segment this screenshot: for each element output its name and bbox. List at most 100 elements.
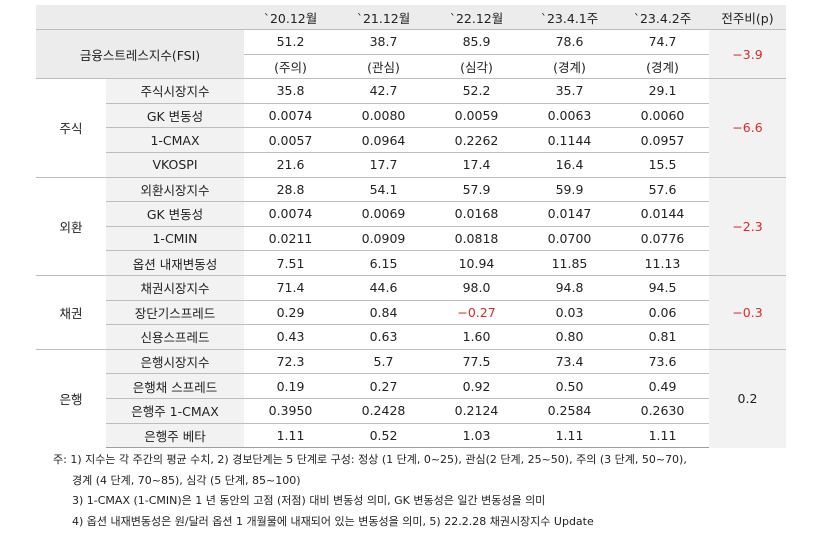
row-value: 0.29	[244, 299, 337, 325]
group-change: −2.3	[709, 176, 786, 276]
row-value: 0.27	[337, 373, 430, 399]
row-value: 0.03	[523, 299, 616, 325]
row-value: 0.0144	[616, 201, 709, 227]
row-label: 외환시장지수	[106, 176, 244, 202]
fsi-stage: (관심)	[337, 53, 430, 79]
row-value: 57.9	[430, 176, 523, 202]
row-value: 54.1	[337, 176, 430, 202]
fsi-stage: (심각)	[430, 53, 523, 79]
row-label: 장단기스프레드	[106, 299, 244, 325]
row-value: 44.6	[337, 274, 430, 301]
fsi-value: 85.9	[430, 29, 523, 55]
row-label: 은행주 베타	[106, 422, 244, 449]
table-row: 은행주 베타 1.11 0.52 1.03 1.11 1.11	[36, 422, 786, 449]
row-value: 21.6	[244, 151, 337, 178]
row-value: 0.06	[616, 299, 709, 325]
row-value: 0.0776	[616, 225, 709, 251]
row-value: 0.0057	[244, 127, 337, 153]
fsi-value: 38.7	[337, 29, 430, 55]
row-label: 은행시장지수	[106, 348, 244, 374]
row-value: 10.94	[430, 250, 523, 276]
row-value: 0.2124	[430, 397, 523, 423]
row-value: 6.15	[337, 250, 430, 276]
row-value: 0.0069	[337, 201, 430, 227]
table-row: 채권 채권시장지수 71.4 44.6 98.0 94.8 94.5 −0.3	[36, 274, 786, 350]
row-value: 0.0147	[523, 201, 616, 227]
footnotes: 주: 1) 지수는 각 주간의 평균 수치, 2) 경보단계는 5 단계로 구성…	[53, 450, 793, 532]
row-value: 5.7	[337, 348, 430, 374]
footnote-line: 4) 옵션 내재변동성은 원/달러 옵션 1 개월물에 내재되어 있는 변동성을…	[72, 514, 594, 528]
row-value: 0.81	[616, 324, 709, 350]
row-label: VKOSPI	[106, 151, 244, 178]
row-value: 0.52	[337, 422, 430, 449]
row-value: 77.5	[430, 348, 523, 374]
row-value: 0.1144	[523, 127, 616, 153]
group-name: 채권	[36, 274, 106, 350]
row-value: 1.11	[616, 422, 709, 449]
row-value: 0.80	[523, 324, 616, 350]
row-value: 35.7	[523, 78, 616, 104]
row-value: 0.3950	[244, 397, 337, 423]
header-col: `23.4.1주	[523, 5, 616, 30]
fsi-label: 금융스트레스지수(FSI)	[36, 28, 244, 79]
row-value: 0.2584	[523, 397, 616, 423]
row-value: 0.0909	[337, 225, 430, 251]
row-value: 0.49	[616, 373, 709, 399]
header-change: 전주비(p)	[709, 5, 786, 30]
row-label: GK 변동성	[106, 102, 244, 128]
row-value: 0.2428	[337, 397, 430, 423]
row-value: 0.0211	[244, 225, 337, 251]
row-value: 0.92	[430, 373, 523, 399]
row-value: 35.8	[244, 78, 337, 104]
row-label: 1-CMAX	[106, 127, 244, 153]
header-col: `21.12월	[337, 5, 430, 30]
row-value: 17.7	[337, 151, 430, 178]
row-value: 71.4	[244, 274, 337, 301]
table-row: 은행주 1-CMAX 0.3950 0.2428 0.2124 0.2584 0.2630	[36, 397, 786, 423]
table-row: 은행채 스프레드 0.19 0.27 0.92 0.50 0.49	[36, 373, 786, 399]
group-change: 0.2	[709, 348, 786, 448]
header-blank	[36, 5, 244, 30]
row-value: 0.2262	[430, 127, 523, 153]
row-value: −0.27	[430, 299, 523, 325]
footnote-line: 경계 (4 단계, 70~85), 심각 (5 단계, 85~100)	[72, 473, 301, 487]
header-col: `23.4.2주	[616, 5, 709, 30]
row-value: 1.11	[523, 422, 616, 449]
row-value: 1.11	[244, 422, 337, 449]
row-value: 73.6	[616, 348, 709, 374]
row-label: 은행채 스프레드	[106, 373, 244, 399]
row-label: 주식시장지수	[106, 78, 244, 104]
row-value: 0.0080	[337, 102, 430, 128]
row-value: 0.0964	[337, 127, 430, 153]
group-name: 은행	[36, 348, 106, 448]
row-value: 0.0074	[244, 201, 337, 227]
header-col: `20.12월	[244, 5, 337, 30]
header-col: `22.12월	[430, 5, 523, 30]
table-row: 신용스프레드 0.43 0.63 1.60 0.80 0.81	[36, 324, 786, 350]
row-value: 98.0	[430, 274, 523, 301]
group-name: 주식	[36, 78, 106, 178]
row-value: 94.8	[523, 274, 616, 301]
row-value: 1.60	[430, 324, 523, 350]
row-value: 15.5	[616, 151, 709, 178]
footnote-line: 3) 1-CMAX (1-CMIN)은 1 년 동안의 고점 (저점) 대비 변…	[72, 494, 546, 507]
group-change: −6.6	[709, 78, 786, 178]
row-value: 28.8	[244, 176, 337, 202]
fsi-stage: (주의)	[244, 53, 337, 79]
fsi-stage: (경계)	[616, 53, 709, 79]
table-row: 옵션 내재변동성 7.51 6.15 10.94 11.85 11.13	[36, 250, 786, 276]
row-value: 0.19	[244, 373, 337, 399]
row-label: 1-CMIN	[106, 225, 244, 251]
row-value: 0.0818	[430, 225, 523, 251]
row-value: 0.0060	[616, 102, 709, 128]
table-row: 장단기스프레드 0.29 0.84 −0.27 0.03 0.06	[36, 299, 786, 325]
row-value: 16.4	[523, 151, 616, 178]
row-value: 0.0063	[523, 102, 616, 128]
row-value: 0.0168	[430, 201, 523, 227]
row-value: 0.50	[523, 373, 616, 399]
row-value: 11.85	[523, 250, 616, 276]
row-value: 59.9	[523, 176, 616, 202]
row-value: 0.0957	[616, 127, 709, 153]
row-value: 0.2630	[616, 397, 709, 423]
fsi-table: `20.12월 `21.12월 `22.12월 `23.4.1주 `23.4.2…	[36, 5, 786, 449]
